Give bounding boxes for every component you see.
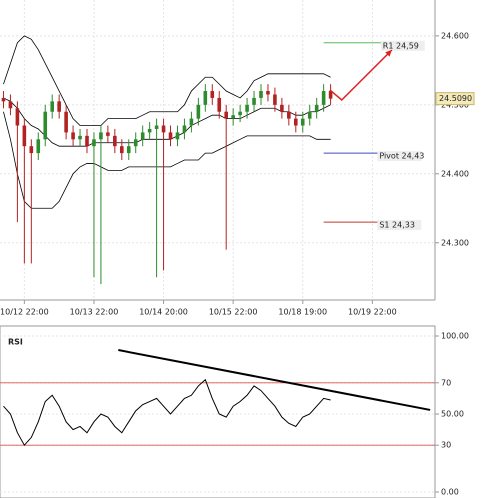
level-label: S1 24,33 [379,221,415,230]
arrow-head [385,50,392,57]
trend-line [118,349,431,411]
candle-body [203,91,208,105]
y-tick-label: 0.00 [441,488,459,497]
x-tick-label: 10/19 22:00 [348,308,397,317]
y-tick-label: 30 [441,441,451,450]
candle-body [113,135,117,147]
projection-arrow [329,49,393,102]
y-tick-label: 70 [441,378,451,387]
candle-body [259,91,263,98]
last-price-bg [435,92,475,106]
x-tick-label: 10/12 22:00 [0,308,49,317]
candle-body [217,97,222,112]
candle-body [252,97,256,105]
bollinger-middle [3,97,331,147]
candle-body [294,118,298,126]
y-tick-label: 100.00 [441,332,469,341]
candle-body [133,139,138,147]
candle-body [36,139,41,154]
candle-body [64,111,68,133]
candle-body [78,135,82,140]
y-tick-label: 24.400 [441,169,469,178]
rsi-line [3,378,331,447]
level-label: R1 24,59 [383,41,419,50]
candle-body [196,104,201,119]
candle-body [314,104,319,112]
y-tick-label: 50.00 [441,410,464,419]
candle-body [328,91,333,99]
candle-body [15,108,20,126]
candle-body [307,111,312,119]
bollinger-lower [3,111,331,209]
candle-body [85,135,89,147]
candle-body [106,132,110,136]
y-tick-label: 24.600 [441,31,469,40]
candle-body [245,104,249,112]
candle-body [120,146,124,154]
candle-body [29,146,34,154]
last-price-label: 24.5090 [439,94,472,103]
candle-body [50,101,54,112]
candle-body [43,111,48,140]
candle-body [1,97,6,102]
candle-body [99,132,103,140]
candle-body [266,91,270,95]
candle-body [287,111,291,119]
candle-body [224,111,228,119]
level-label: Pivot 24,43 [379,152,424,161]
x-tick-label: 10/14 20:00 [139,308,188,317]
level-label-bg [377,220,422,231]
candle-body [57,101,61,112]
x-tick-label: 10/13 22:00 [70,308,119,317]
candle-body [147,128,152,133]
candle-body [140,132,145,140]
level-label-bg [377,151,422,162]
candle-body [238,111,242,116]
rsi-title: RSI [8,338,23,347]
bollinger-upper [3,35,331,126]
rsi-panel [0,325,436,498]
candle-body [8,101,13,109]
candle-body [126,146,131,154]
candle-body [182,125,187,133]
candle-body [71,132,75,140]
x-tick-label: 10/15 22:00 [209,308,258,317]
candle-body [273,94,277,105]
candle-body [22,125,27,147]
candle-body [280,104,284,112]
candle-body [175,132,180,140]
x-tick-label: 10/18 19:00 [278,308,327,317]
candle-body [210,91,215,98]
y-tick-label: 24.300 [441,238,469,247]
candle-body [189,118,194,126]
candle-body [321,91,326,105]
candle-body [161,125,166,133]
candle-body [92,139,96,147]
candle-body [231,115,235,119]
candle-body [168,132,173,140]
candle-body [300,118,305,126]
level-label-bg [380,40,425,51]
candle-body [154,125,159,129]
